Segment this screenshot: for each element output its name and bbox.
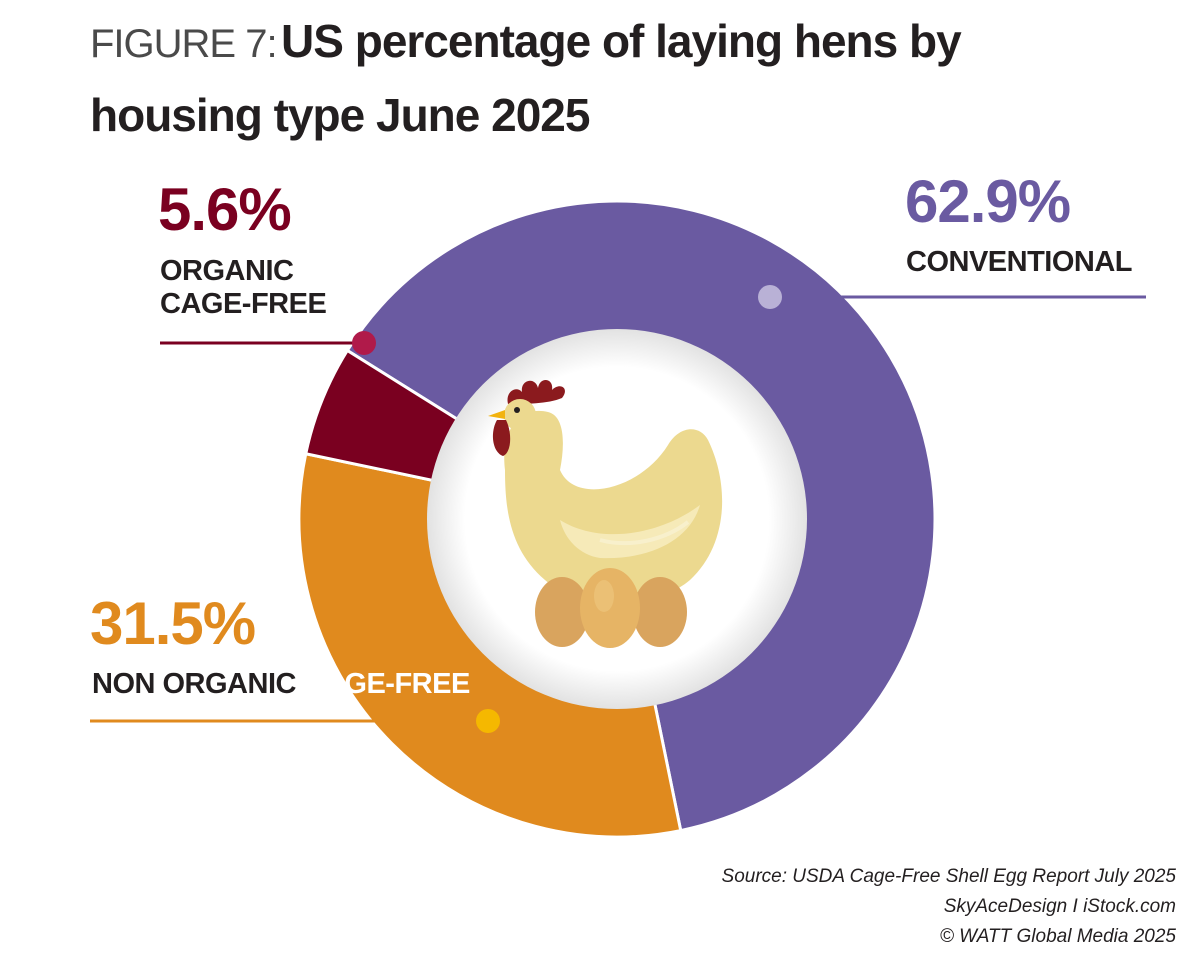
- category-label-non-organic-part2: CAGE-FREE: [303, 668, 471, 700]
- figure-prefix: FIGURE 7:: [90, 22, 278, 66]
- value-label-organic: 5.6%: [158, 176, 292, 243]
- donut-slices: [297, 199, 937, 839]
- category-label-non-organic: NON ORGANIC CAGE-FREE: [92, 668, 470, 701]
- leader-dot-conventional: [758, 285, 782, 309]
- hen-on-eggs-icon: [488, 379, 723, 648]
- image-credit: SkyAceDesign I iStock.com: [943, 896, 1176, 917]
- chart-title: FIGURE 7: US percentage of laying hens b…: [90, 10, 1090, 158]
- value-label-non-organic: 31.5%: [90, 590, 256, 657]
- title-line-2: housing type June 2025: [90, 89, 590, 141]
- category-label-organic-line1: ORGANIC: [160, 255, 294, 287]
- source-line: Source: USDA Cage-Free Shell Egg Report …: [721, 866, 1176, 887]
- value-label-conventional: 62.9%: [905, 168, 1071, 235]
- leader-dot-organic: [352, 331, 376, 355]
- category-label-non-organic-part1: NON ORGANIC: [92, 668, 296, 700]
- title-line-1: US percentage of laying hens by: [281, 15, 962, 67]
- source-credits: Source: USDA Cage-Free Shell Egg Report …: [722, 862, 1176, 952]
- category-label-conventional: CONVENTIONAL: [906, 246, 1133, 278]
- category-label-organic-line2: CAGE-FREE: [160, 288, 327, 320]
- leader-dot-non-organic: [476, 709, 500, 733]
- copyright: © WATT Global Media 2025: [939, 926, 1176, 947]
